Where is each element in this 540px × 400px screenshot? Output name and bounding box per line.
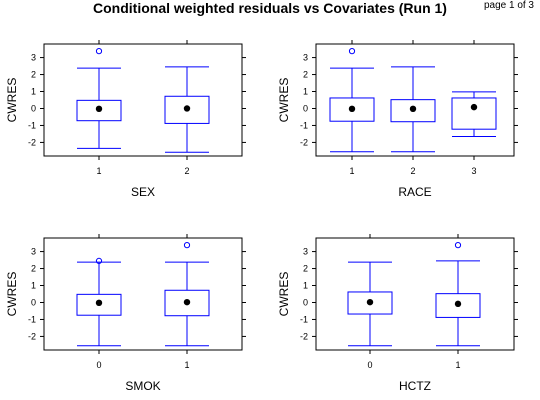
x-tick-label: 2 <box>410 166 415 176</box>
y-axis-title: CWRES <box>5 78 19 123</box>
x-tick-label: 1 <box>184 360 189 370</box>
x-tick-label: 0 <box>367 360 372 370</box>
y-tick-label: 2 <box>31 70 36 80</box>
median-dot <box>454 300 462 308</box>
chart-title: Conditional weighted residuals vs Covari… <box>93 0 447 16</box>
median-dot <box>95 299 103 307</box>
y-tick-label: 2 <box>303 264 308 274</box>
box <box>451 97 497 130</box>
panel-frame <box>315 237 515 351</box>
page-indicator: page 1 of 3 <box>483 0 534 11</box>
median-dot <box>183 298 191 306</box>
x-axis-title: RACE <box>398 185 431 199</box>
outlier-point <box>95 257 103 265</box>
x-axis-title: SEX <box>131 185 155 199</box>
x-axis-title: HCTZ <box>399 379 431 393</box>
box <box>347 291 393 315</box>
median-dot <box>409 105 417 113</box>
y-tick-label: -2 <box>28 137 36 147</box>
panel-frame <box>315 43 515 157</box>
y-tick-label: 0 <box>31 103 36 113</box>
x-tick-label: 1 <box>349 166 354 176</box>
y-tick-label: -1 <box>28 120 36 130</box>
y-tick-label: 0 <box>303 103 308 113</box>
y-tick-label: 1 <box>303 281 308 291</box>
y-axis-title: CWRES <box>5 272 19 317</box>
y-tick-label: 1 <box>31 281 36 291</box>
median-dot <box>183 105 191 112</box>
y-axis-title: CWRES <box>277 78 291 123</box>
y-tick-label: -2 <box>300 137 308 147</box>
panel-frame <box>43 237 243 351</box>
x-tick-label: 2 <box>184 166 189 176</box>
y-tick-label: 2 <box>31 264 36 274</box>
x-axis-title: SMOK <box>125 379 160 393</box>
y-tick-label: -1 <box>300 120 308 130</box>
x-tick-label: 1 <box>96 166 101 176</box>
y-tick-label: 2 <box>303 70 308 80</box>
outlier-point <box>454 242 462 249</box>
y-tick-label: 3 <box>303 247 308 257</box>
box <box>329 97 375 122</box>
y-tick-label: -1 <box>28 314 36 324</box>
y-tick-label: 1 <box>303 87 308 97</box>
box <box>390 99 436 123</box>
x-tick-label: 1 <box>455 360 460 370</box>
y-tick-label: 3 <box>303 53 308 63</box>
box <box>76 293 122 316</box>
x-tick-label: 3 <box>471 166 476 176</box>
outlier-point <box>95 48 103 55</box>
y-tick-label: 0 <box>31 297 36 307</box>
box <box>164 289 210 317</box>
x-tick-label: 0 <box>96 360 101 370</box>
y-axis-title: CWRES <box>277 272 291 317</box>
y-tick-label: -1 <box>300 314 308 324</box>
y-tick-label: 3 <box>31 247 36 257</box>
median-dot <box>470 103 478 111</box>
box <box>164 95 210 124</box>
box <box>76 99 122 122</box>
y-tick-label: -2 <box>28 331 36 341</box>
median-dot <box>348 105 356 113</box>
median-dot <box>366 298 374 306</box>
panel-frame <box>43 43 243 157</box>
y-tick-label: 0 <box>303 297 308 307</box>
outlier-point <box>348 48 356 55</box>
y-tick-label: 3 <box>31 53 36 63</box>
outlier-point <box>183 242 191 249</box>
median-dot <box>95 105 103 113</box>
y-tick-label: -2 <box>300 331 308 341</box>
y-tick-label: 1 <box>31 87 36 97</box>
box <box>435 293 481 318</box>
